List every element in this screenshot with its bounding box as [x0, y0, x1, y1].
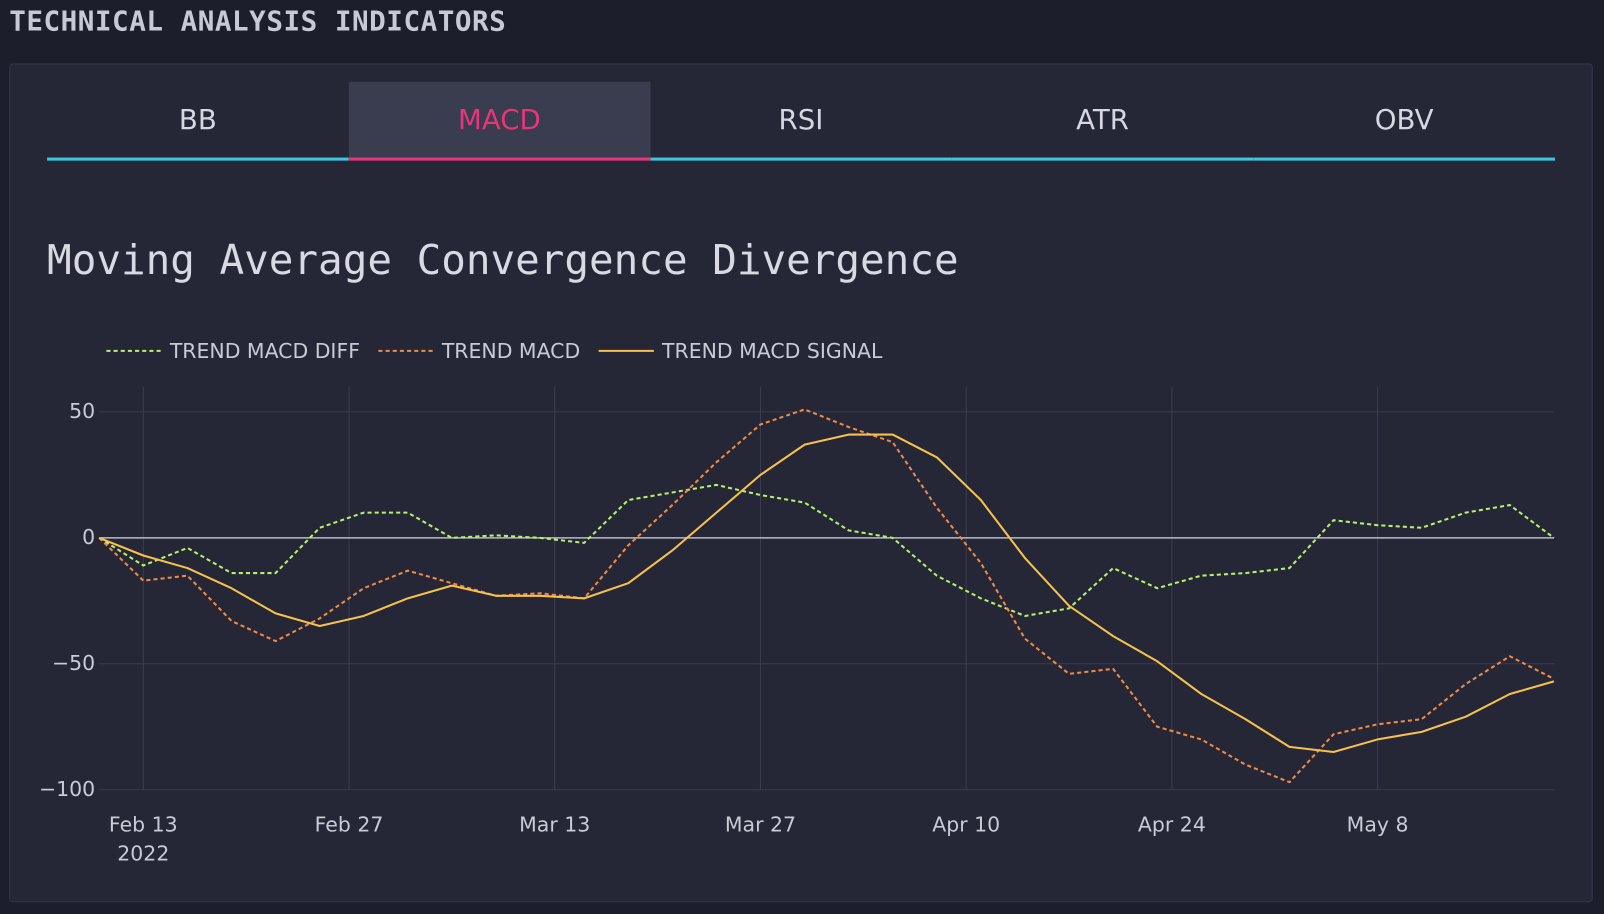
series-line [98, 408, 1555, 784]
panel [9, 63, 1593, 903]
x-tick-label: Feb 27 [314, 812, 384, 837]
tab[interactable]: ATR [951, 82, 1254, 161]
tab-bar: BB MACD RSI ATR OBV [47, 81, 1555, 161]
tab[interactable]: RSI [650, 82, 952, 161]
tab[interactable]: BB [47, 82, 349, 161]
y-tick-label: 50 [69, 399, 95, 423]
x-tick-label: May 8 [1346, 812, 1409, 837]
x-tick-label: Feb 13 2022 [108, 812, 178, 866]
tab[interactable]: MACD [348, 81, 651, 161]
x-tick-label: Mar 27 [724, 812, 797, 837]
x-tick-label: Apr 10 [932, 812, 1001, 837]
series-line [98, 433, 1555, 754]
legend-label: TREND MACD DIFF [169, 339, 360, 363]
legend-label: TREND MACD SIGNAL [661, 339, 883, 363]
legend-label: TREND MACD [441, 339, 580, 363]
y-tick-label: −100 [39, 777, 95, 801]
tab[interactable]: OBV [1253, 82, 1555, 161]
chart-title: Moving Average Convergence Divergence [47, 237, 959, 285]
y-tick-label: −50 [52, 651, 95, 675]
page-title: TECHNICAL ANALYSIS INDICATORS [9, 6, 507, 38]
x-tick-label: Apr 24 [1137, 812, 1206, 837]
series-line [98, 483, 1555, 617]
x-tick-label: Mar 13 [519, 812, 591, 837]
y-tick-label: 0 [82, 525, 95, 549]
